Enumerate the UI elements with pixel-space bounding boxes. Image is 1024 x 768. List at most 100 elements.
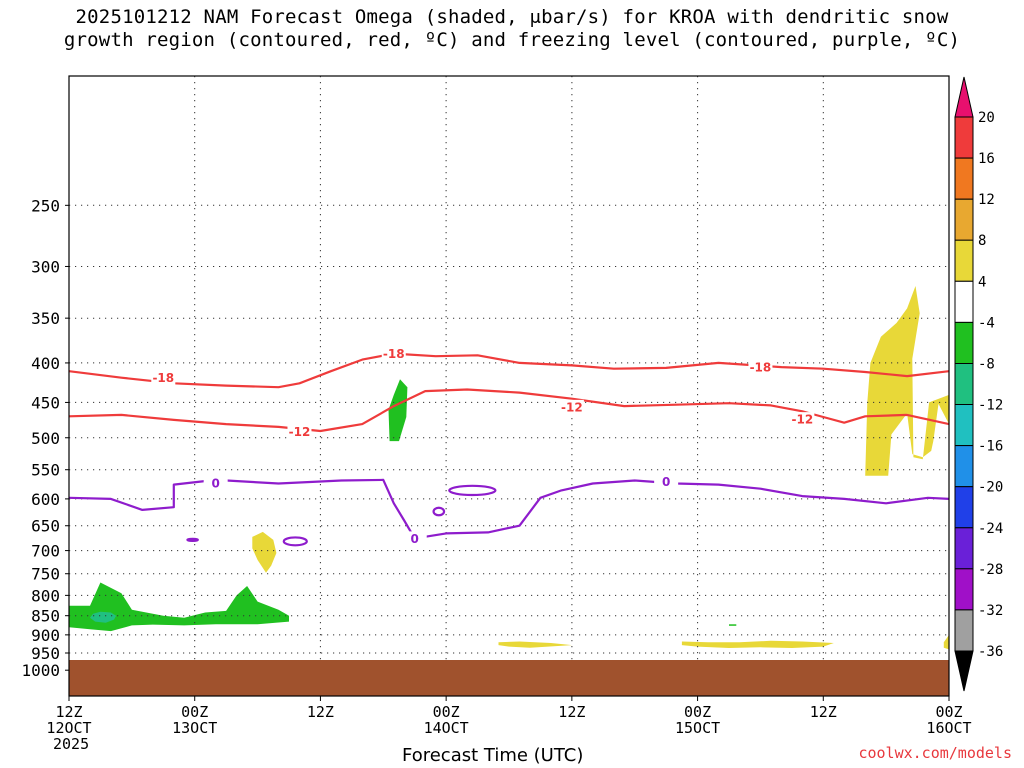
plot-frame xyxy=(68,75,950,697)
minus-12-isotherm-label-0: -12 xyxy=(289,425,311,439)
omega-area-7 xyxy=(681,640,834,648)
y-tick-label-450: 450 xyxy=(31,393,60,412)
freezing-level-0c-label-0: 0 xyxy=(211,476,219,490)
colorbar-segment-6 xyxy=(954,321,974,364)
x-tick-label-36-2: 14OCT xyxy=(424,719,469,737)
colorbar-label-2: 12 xyxy=(978,192,995,208)
x-tick-label-12-2: 13OCT xyxy=(172,719,217,737)
colorbar-segment-2 xyxy=(954,157,974,200)
credit-text: coolwx.com/models xyxy=(858,744,1012,762)
minus-18-isotherm-label-2: -18 xyxy=(750,361,772,375)
x-tick-label-36-1: 00Z xyxy=(433,703,460,721)
colorbar-segment-4 xyxy=(954,239,974,282)
minus-18-isotherm xyxy=(69,352,949,389)
freezing-level-0c-label-1: 0 xyxy=(411,532,419,546)
freezing-level-0c-label-2: 0 xyxy=(662,475,670,489)
colorbar-label-0: 20 xyxy=(978,110,995,126)
colorbar-segment-10 xyxy=(954,486,974,529)
minus-12-isotherm xyxy=(69,388,949,433)
minus-18-isotherm-label-bg-0 xyxy=(151,370,176,385)
colorbar-segment-12 xyxy=(954,568,974,611)
freezing-loop-3 xyxy=(282,536,308,547)
y-tick-label-1000: 1000 xyxy=(21,661,60,680)
y-tick-label-400: 400 xyxy=(31,354,60,373)
chart-title: 2025101212 NAM Forecast Omega (shaded, μ… xyxy=(0,6,1024,52)
colorbar-segment-7 xyxy=(954,363,974,406)
y-tick-label-900: 900 xyxy=(31,626,60,645)
y-tick-label-950: 950 xyxy=(31,644,60,663)
y-tick-label-600: 600 xyxy=(31,490,60,509)
colorbar-label-1: 16 xyxy=(978,151,995,167)
minus-12-isotherm-label-bg-0 xyxy=(287,424,312,439)
y-tick-label-700: 700 xyxy=(31,542,60,561)
colorbar-label-7: -12 xyxy=(978,398,1003,414)
freezing-level-0c-label-bg-2 xyxy=(654,474,679,489)
colorbar-segment-8 xyxy=(954,404,974,447)
minus-12-isotherm-label-2: -12 xyxy=(791,413,813,427)
freezing-loop-1 xyxy=(432,506,446,517)
x-axis-label: Forecast Time (UTC) xyxy=(402,745,584,766)
y-tick-label-800: 800 xyxy=(31,586,60,605)
colorbar-label-9: -20 xyxy=(978,480,1003,496)
freezing-loop-4 xyxy=(186,537,199,542)
omega-area-4 xyxy=(729,624,737,626)
x-tick-label-60-2: 15OCT xyxy=(675,719,720,737)
minus-12-isotherm-label-bg-1 xyxy=(559,399,584,414)
colorbar-label-13: -36 xyxy=(978,644,1003,660)
x-tick-label-12-1: 00Z xyxy=(181,703,208,721)
omega-area-2 xyxy=(90,611,117,623)
plot-background xyxy=(69,76,949,696)
colorbar-segment-3 xyxy=(954,198,974,241)
colorbar-bottom-triangle xyxy=(954,650,974,692)
colorbar-label-5: -4 xyxy=(978,315,995,331)
x-tick-label-24-1: 12Z xyxy=(307,703,334,721)
colorbar-label-8: -16 xyxy=(978,439,1003,455)
colorbar-segment-11 xyxy=(954,527,974,570)
chart-title-line1: 2025101212 NAM Forecast Omega (shaded, μ… xyxy=(75,6,949,28)
x-tick-label-48-1: 12Z xyxy=(558,703,585,721)
x-tick-label-84-2: 16OCT xyxy=(926,719,971,737)
y-tick-label-350: 350 xyxy=(31,309,60,328)
omega-area-8 xyxy=(865,286,949,476)
freezing-level-0c-label-bg-0 xyxy=(203,475,228,490)
colorbar-label-10: -24 xyxy=(978,521,1003,537)
minus-18-isotherm-label-0: -18 xyxy=(152,371,174,385)
minus-18-isotherm-label-bg-1 xyxy=(381,346,406,361)
x-tick-label-72-1: 12Z xyxy=(810,703,837,721)
colorbar-label-6: -8 xyxy=(978,356,995,372)
omega-area-9 xyxy=(943,634,949,650)
y-tick-label-500: 500 xyxy=(31,429,60,448)
colorbar-segment-9 xyxy=(954,445,974,488)
omega-area-5 xyxy=(252,531,277,573)
minus-18-isotherm-label-bg-2 xyxy=(748,360,773,375)
x-tick-label-84-1: 00Z xyxy=(935,703,962,721)
y-tick-label-650: 650 xyxy=(31,517,60,536)
colorbar-top-triangle xyxy=(954,76,974,118)
freezing-level-0c xyxy=(69,478,949,540)
colorbar-segment-5 xyxy=(954,280,974,323)
omega-area-3 xyxy=(388,379,408,442)
colorbar-segment-13 xyxy=(954,609,974,652)
y-tick-label-550: 550 xyxy=(31,461,60,480)
y-tick-label-250: 250 xyxy=(31,196,60,215)
ground-area xyxy=(69,660,949,696)
y-tick-label-300: 300 xyxy=(31,257,60,276)
y-tick-label-750: 750 xyxy=(31,565,60,584)
minus-12-isotherm-label-bg-2 xyxy=(790,412,815,427)
colorbar-label-3: 8 xyxy=(978,233,986,249)
x-tick-label-60-1: 00Z xyxy=(684,703,711,721)
omega-area-1 xyxy=(69,582,289,632)
chart-title-line2: growth region (contoured, red, ºC) and f… xyxy=(63,29,961,51)
minus-12-isotherm-label-1: -12 xyxy=(561,400,583,414)
colorbar-label-4: 4 xyxy=(978,274,986,290)
omega-area-6 xyxy=(498,641,572,648)
freezing-loop-2 xyxy=(448,484,497,497)
x-tick-label-0-2: 12OCT xyxy=(46,719,91,737)
x-tick-label-0-3: 2025 xyxy=(53,735,89,753)
colorbar-segment-1 xyxy=(954,116,974,159)
minus-18-isotherm-label-1: -18 xyxy=(383,347,405,361)
y-tick-label-850: 850 xyxy=(31,607,60,626)
freezing-level-0c-label-bg-1 xyxy=(402,531,427,546)
x-tick-label-0-1: 12Z xyxy=(55,703,82,721)
